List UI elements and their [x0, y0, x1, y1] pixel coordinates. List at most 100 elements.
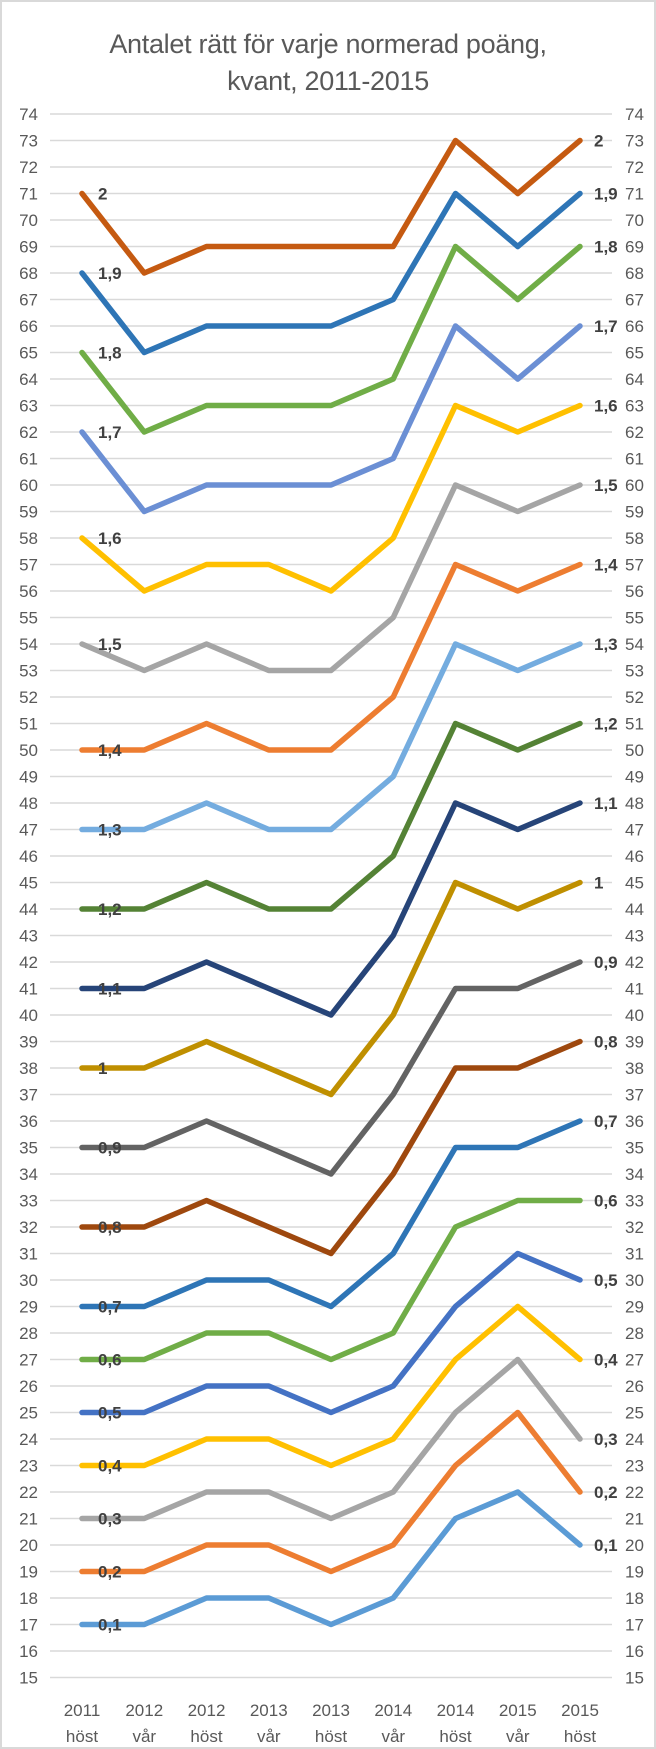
series-start-label-1,8: 1,8 — [98, 344, 122, 363]
x-tick-2013-vår-season: vår — [257, 1727, 281, 1746]
y-tick-left-49: 49 — [19, 768, 38, 787]
series-start-label-1: 1 — [98, 1059, 107, 1078]
y-tick-left-15: 15 — [19, 1669, 38, 1688]
y-tick-left-67: 67 — [19, 291, 38, 310]
y-tick-left-25: 25 — [19, 1404, 38, 1423]
y-tick-left-18: 18 — [19, 1589, 38, 1608]
y-tick-left-59: 59 — [19, 503, 38, 522]
series-line-0,3 — [79, 1356, 583, 1522]
series-end-label-1,6: 1,6 — [594, 397, 618, 416]
y-tick-left-22: 22 — [19, 1483, 38, 1502]
y-tick-right-54: 54 — [625, 635, 644, 654]
y-tick-right-28: 28 — [625, 1324, 644, 1343]
y-tick-right-66: 66 — [625, 317, 644, 336]
y-tick-right-27: 27 — [625, 1351, 644, 1370]
y-tick-right-47: 47 — [625, 821, 644, 840]
y-tick-left-55: 55 — [19, 609, 38, 628]
series-line-1,6 — [79, 402, 583, 594]
series-line-2 — [79, 137, 583, 276]
y-tick-right-25: 25 — [625, 1404, 644, 1423]
y-tick-right-61: 61 — [625, 450, 644, 469]
y-tick-left-69: 69 — [19, 238, 38, 257]
series-start-label-1,1: 1,1 — [98, 980, 122, 999]
series-end-label-0,7: 0,7 — [594, 1112, 618, 1131]
series-start-label-2: 2 — [98, 185, 107, 204]
chart-title-line1: Antalet rätt för varje normerad poäng, — [109, 29, 547, 59]
y-tick-left-54: 54 — [19, 635, 38, 654]
y-tick-right-52: 52 — [625, 688, 644, 707]
series-line-1,3 — [79, 641, 583, 833]
y-tick-right-65: 65 — [625, 344, 644, 363]
series-line-1,8 — [79, 243, 583, 435]
y-tick-left-51: 51 — [19, 715, 38, 734]
series-end-label-0,1: 0,1 — [594, 1536, 618, 1555]
series-line-0,5 — [79, 1250, 583, 1416]
y-tick-left-39: 39 — [19, 1033, 38, 1052]
y-tick-left-61: 61 — [19, 450, 38, 469]
series-end-label-1,9: 1,9 — [594, 185, 618, 204]
series-end-label-0,4: 0,4 — [594, 1351, 618, 1370]
y-tick-left-73: 73 — [19, 132, 38, 151]
y-tick-left-68: 68 — [19, 264, 38, 283]
y-tick-right-36: 36 — [625, 1112, 644, 1131]
series-start-label-0,9: 0,9 — [98, 1139, 122, 1158]
series-line-0,6 — [79, 1197, 583, 1363]
y-tick-right-37: 37 — [625, 1086, 644, 1105]
y-tick-left-38: 38 — [19, 1059, 38, 1078]
y-tick-right-42: 42 — [625, 953, 644, 972]
y-tick-left-43: 43 — [19, 927, 38, 946]
y-tick-right-33: 33 — [625, 1192, 644, 1211]
y-tick-left-70: 70 — [19, 211, 38, 230]
y-tick-right-15: 15 — [625, 1669, 644, 1688]
y-tick-right-30: 30 — [625, 1271, 644, 1290]
series-line-1,9 — [79, 190, 583, 356]
y-tick-left-42: 42 — [19, 953, 38, 972]
y-tick-left-45: 45 — [19, 874, 38, 893]
series-start-label-0,4: 0,4 — [98, 1457, 122, 1476]
series-end-label-1,7: 1,7 — [594, 317, 618, 336]
y-tick-right-67: 67 — [625, 291, 644, 310]
y-tick-right-40: 40 — [625, 1006, 644, 1025]
y-tick-right-48: 48 — [625, 794, 644, 813]
y-tick-right-41: 41 — [625, 980, 644, 999]
y-tick-left-19: 19 — [19, 1563, 38, 1582]
y-tick-left-52: 52 — [19, 688, 38, 707]
series-start-label-0,2: 0,2 — [98, 1563, 122, 1582]
y-tick-right-59: 59 — [625, 503, 644, 522]
y-tick-right-63: 63 — [625, 397, 644, 416]
x-tick-2015-höst-year: 2015 — [561, 1701, 599, 1720]
y-tick-left-32: 32 — [19, 1218, 38, 1237]
x-tick-2014-höst-season: höst — [439, 1727, 471, 1746]
series-line-1,5 — [79, 482, 583, 674]
y-tick-right-55: 55 — [625, 609, 644, 628]
y-tick-right-58: 58 — [625, 529, 644, 548]
series-end-label-0,9: 0,9 — [594, 953, 618, 972]
y-tick-right-29: 29 — [625, 1298, 644, 1317]
series-end-label-1,8: 1,8 — [594, 238, 618, 257]
y-tick-right-53: 53 — [625, 662, 644, 681]
y-tick-right-26: 26 — [625, 1377, 644, 1396]
y-tick-right-38: 38 — [625, 1059, 644, 1078]
y-tick-right-31: 31 — [625, 1245, 644, 1264]
x-tick-2012-vår-season: vår — [132, 1727, 156, 1746]
series-start-label-0,5: 0,5 — [98, 1404, 122, 1423]
y-tick-left-30: 30 — [19, 1271, 38, 1290]
series-end-label-1: 1 — [594, 874, 603, 893]
y-tick-right-21: 21 — [625, 1510, 644, 1529]
y-tick-right-44: 44 — [625, 900, 644, 919]
y-tick-left-62: 62 — [19, 423, 38, 442]
y-tick-right-20: 20 — [625, 1536, 644, 1555]
y-tick-right-74: 74 — [625, 105, 644, 124]
series-line-0,9 — [79, 959, 583, 1177]
y-tick-right-62: 62 — [625, 423, 644, 442]
x-tick-2015-vår-season: vår — [506, 1727, 530, 1746]
y-tick-left-17: 17 — [19, 1616, 38, 1635]
series-start-label-1,5: 1,5 — [98, 635, 122, 654]
x-tick-2015-vår-year: 2015 — [499, 1701, 537, 1720]
y-tick-left-31: 31 — [19, 1245, 38, 1264]
y-tick-left-71: 71 — [19, 185, 38, 204]
y-tick-left-37: 37 — [19, 1086, 38, 1105]
y-tick-left-27: 27 — [19, 1351, 38, 1370]
